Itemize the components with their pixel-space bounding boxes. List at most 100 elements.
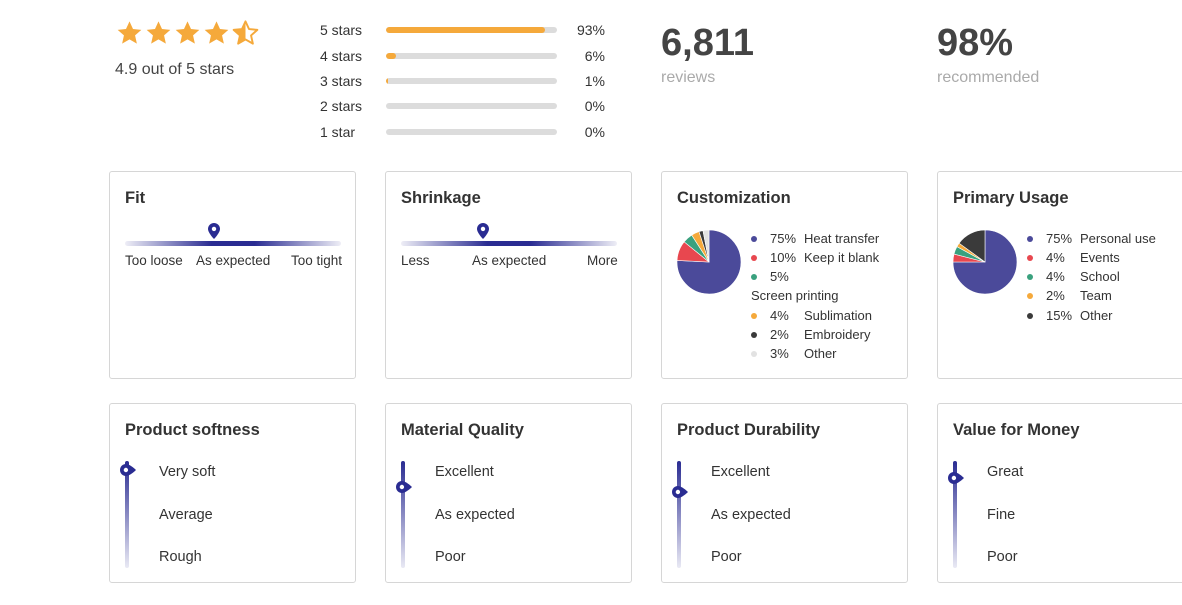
scale-label-top: Excellent [711, 464, 770, 480]
scale-label-middle: As expected [711, 507, 791, 523]
legend-name: Sublimation [804, 308, 872, 323]
scale-label-top: Excellent [435, 464, 494, 480]
material-quality-card: Material Quality Excellent As expected P… [385, 403, 632, 583]
pie-slice [952, 229, 1018, 295]
card-title: Material Quality [401, 421, 524, 439]
legend-name: Personal use [1080, 231, 1156, 246]
card-title: Value for Money [953, 421, 1080, 439]
legend-dot [751, 274, 757, 280]
scale-label-right: Too tight [291, 253, 343, 268]
card-title: Product Durability [677, 421, 821, 439]
rating-row-4[interactable]: 4 stars 6% [320, 47, 610, 65]
legend-percent: 2% [770, 327, 789, 342]
recommended-percent: 98% [937, 22, 1014, 64]
star-rating [115, 19, 260, 48]
legend-dot [1027, 274, 1033, 280]
rating-bar-fill [386, 27, 546, 33]
rating-label: 2 stars [320, 98, 363, 114]
shrinkage-scale-track [401, 241, 617, 246]
star-icon [202, 19, 231, 48]
average-rating-text: 4.9 out of 5 stars [115, 61, 235, 78]
rating-percent: 1% [584, 73, 605, 89]
recommended-label: recommended [937, 69, 1040, 86]
legend-percent: 75% [770, 231, 797, 246]
value-for-money-card: Value for Money Great Fine Poor [937, 403, 1182, 583]
rating-label: 4 stars [320, 48, 363, 64]
half-star-icon [231, 19, 260, 48]
fit-scale-track [125, 241, 341, 246]
legend-dot [1027, 293, 1033, 299]
legend-percent: 3% [770, 346, 789, 361]
legend-dot [751, 255, 757, 261]
legend-name: School [1080, 269, 1120, 284]
rating-bar [386, 129, 557, 135]
rating-bar-fill [386, 53, 397, 59]
rating-bar [386, 103, 557, 109]
legend-dot [1027, 313, 1033, 319]
legend-dot [1027, 236, 1033, 242]
reviews-count: 6,811 [661, 22, 754, 64]
scale-label-bottom: Poor [711, 549, 742, 565]
usage-pie-chart [952, 229, 1018, 295]
star-icon [115, 19, 144, 48]
legend-percent: 4% [770, 308, 789, 323]
scale-label-center: As expected [196, 253, 271, 268]
rating-row-3[interactable]: 3 stars 1% [320, 72, 610, 90]
rating-bar [386, 27, 557, 33]
scale-label-top: Very soft [159, 464, 216, 480]
scale-label-bottom: Poor [987, 549, 1018, 565]
legend-dot [751, 351, 757, 357]
legend-percent: 5% [770, 269, 789, 284]
legend-name: Events [1080, 250, 1120, 265]
rating-label: 1 star [320, 124, 356, 140]
location-pin-icon [207, 223, 220, 239]
scale-label-middle: As expected [435, 507, 515, 523]
card-title: Customization [677, 189, 791, 207]
customization-card: Customization 75% Heat transfer 10% Keep… [661, 171, 908, 379]
shrinkage-card: Shrinkage Less As expected More [385, 171, 632, 379]
vertical-scale-track [677, 461, 681, 568]
fit-card: Fit Too loose As expected Too tight [109, 171, 356, 379]
product-softness-card: Product softness Very soft Average Rough [109, 403, 356, 583]
rating-row-1[interactable]: 1 star 0% [320, 123, 610, 141]
scale-label-middle: Fine [987, 507, 1016, 523]
customization-pie-chart [676, 229, 742, 295]
star-icon [173, 19, 202, 48]
rating-percent: 0% [584, 98, 605, 114]
legend-name-wrapped: Screen printing [751, 288, 839, 303]
pie-slice [958, 229, 986, 263]
vertical-scale-track [125, 461, 129, 568]
legend-name: Team [1080, 288, 1112, 303]
rating-bar [386, 53, 557, 59]
primary-usage-card: Primary Usage 75% Personal use 4% Events… [937, 171, 1182, 379]
scale-label-left: Too loose [125, 253, 183, 268]
scale-label-center: As expected [472, 253, 547, 268]
card-title: Shrinkage [401, 189, 481, 207]
legend-dot [1027, 255, 1033, 261]
legend-name: Other [1080, 308, 1113, 323]
legend-dot [751, 313, 757, 319]
card-title: Fit [125, 189, 146, 207]
legend-dot [751, 332, 757, 338]
star-icon [144, 19, 173, 48]
legend-percent: 10% [770, 250, 797, 265]
rating-percent: 93% [576, 22, 605, 38]
rating-percent: 0% [584, 124, 605, 140]
location-pin-icon [120, 463, 136, 476]
rating-label: 5 stars [320, 22, 363, 38]
rating-bar-fill [386, 78, 388, 84]
rating-row-5[interactable]: 5 stars 93% [320, 21, 610, 39]
scale-label-right: More [587, 253, 618, 268]
scale-label-bottom: Poor [435, 549, 466, 565]
legend-percent: 4% [1046, 250, 1065, 265]
scale-label-top: Great [987, 464, 1024, 480]
legend-name: Embroidery [804, 327, 871, 342]
scale-label-left: Less [401, 253, 430, 268]
legend-dot [751, 236, 757, 242]
card-title: Primary Usage [953, 189, 1069, 207]
rating-label: 3 stars [320, 73, 363, 89]
legend-percent: 4% [1046, 269, 1065, 284]
legend-percent: 15% [1046, 308, 1073, 323]
rating-percent: 6% [584, 48, 605, 64]
rating-row-2[interactable]: 2 stars 0% [320, 97, 610, 115]
